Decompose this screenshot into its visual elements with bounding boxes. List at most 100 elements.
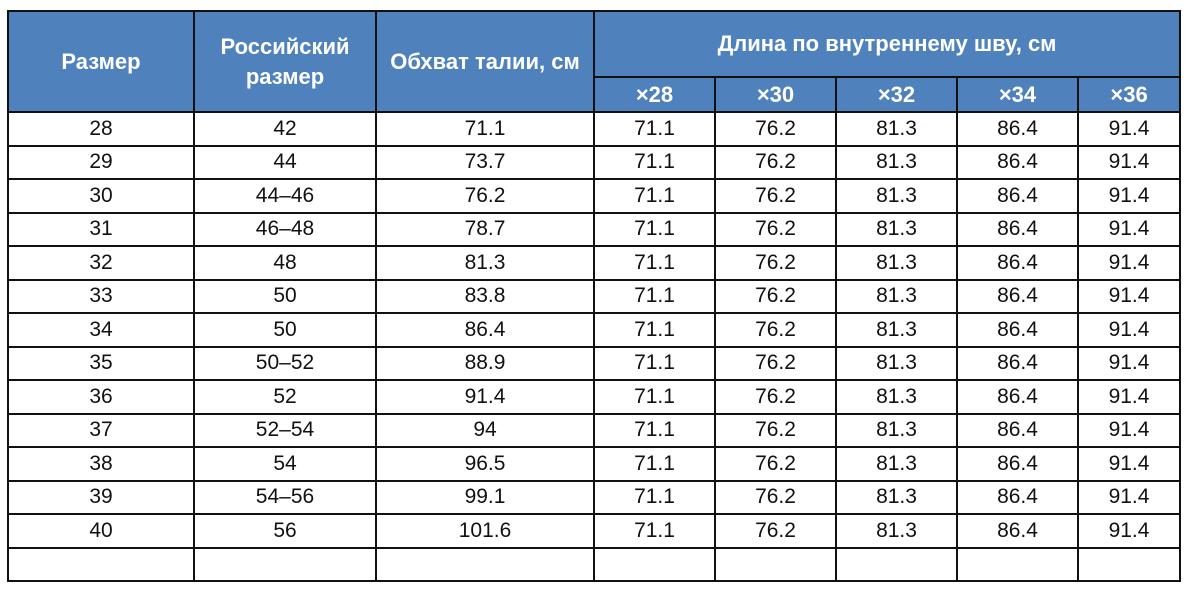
table-cell: 86.4 bbox=[956, 312, 1079, 348]
table-row: 31 46–48 78.7 71.1 76.2 81.3 86.4 91.4 bbox=[7, 211, 1182, 247]
table-cell: 76.2 bbox=[714, 211, 837, 247]
table-row bbox=[7, 546, 1182, 582]
table-cell: 76.2 bbox=[714, 513, 837, 549]
table-row: 36 52 91.4 71.1 76.2 81.3 86.4 91.4 bbox=[7, 379, 1182, 415]
table-cell: 86.4 bbox=[956, 379, 1079, 415]
table-cell: 71.1 bbox=[593, 178, 716, 214]
header-inseam-32: ×32 bbox=[835, 76, 958, 113]
table-cell: 81.3 bbox=[375, 245, 595, 281]
table-cell: 32 bbox=[7, 245, 195, 281]
table-row: 30 44–46 76.2 71.1 76.2 81.3 86.4 91.4 bbox=[7, 178, 1182, 214]
table-cell: 76.2 bbox=[714, 312, 837, 348]
table-cell: 86.4 bbox=[956, 111, 1079, 147]
table-cell: 46–48 bbox=[193, 211, 377, 247]
table-cell: 76.2 bbox=[714, 412, 837, 448]
header-inseam: Длина по внутреннему шву, см bbox=[592, 10, 1182, 78]
table-cell: 37 bbox=[7, 412, 195, 448]
header-inseam-34: ×34 bbox=[956, 76, 1079, 113]
table-cell: 71.1 bbox=[593, 144, 716, 180]
table-cell: 28 bbox=[7, 111, 195, 147]
table-cell: 76.2 bbox=[714, 278, 837, 314]
table-cell: 86.4 bbox=[956, 446, 1079, 482]
table-cell: 50 bbox=[193, 312, 377, 348]
table-cell: 81.3 bbox=[835, 446, 958, 482]
table-cell: 78.7 bbox=[375, 211, 595, 247]
table-row: 39 54–56 99.1 71.1 76.2 81.3 86.4 91.4 bbox=[7, 479, 1182, 515]
header-size: Размер bbox=[7, 10, 195, 113]
table-cell: 91.4 bbox=[1076, 379, 1182, 415]
table-cell: 91.4 bbox=[1076, 513, 1182, 549]
table-cell: 76.2 bbox=[714, 178, 837, 214]
table-cell: 86.4 bbox=[956, 345, 1079, 381]
table-cell: 101.6 bbox=[375, 513, 595, 549]
table-cell bbox=[835, 546, 958, 582]
table-cell: 29 bbox=[7, 144, 195, 180]
header-inseam-36: ×36 bbox=[1076, 76, 1182, 113]
table-cell: 76.2 bbox=[714, 446, 837, 482]
table-cell: 76.2 bbox=[714, 144, 837, 180]
table-cell: 91.4 bbox=[1076, 211, 1182, 247]
table-cell: 94 bbox=[375, 412, 595, 448]
table-cell: 76.2 bbox=[714, 379, 837, 415]
header-inseam-28: ×28 bbox=[593, 76, 716, 113]
table-cell: 91.4 bbox=[1076, 178, 1182, 214]
table-cell: 99.1 bbox=[375, 479, 595, 515]
header-inseam-30: ×30 bbox=[714, 76, 837, 113]
table-cell: 44–46 bbox=[193, 178, 377, 214]
table-cell: 81.3 bbox=[835, 379, 958, 415]
table-cell: 81.3 bbox=[835, 345, 958, 381]
table-row: 32 48 81.3 71.1 76.2 81.3 86.4 91.4 bbox=[7, 245, 1182, 281]
table-cell: 86.4 bbox=[956, 412, 1079, 448]
table-cell bbox=[7, 546, 195, 582]
table-cell: 33 bbox=[7, 278, 195, 314]
table-cell: 81.3 bbox=[835, 513, 958, 549]
table-cell: 71.1 bbox=[593, 278, 716, 314]
table-cell: 54–56 bbox=[193, 479, 377, 515]
table-cell: 83.8 bbox=[375, 278, 595, 314]
table-cell: 54 bbox=[193, 446, 377, 482]
table-cell: 44 bbox=[193, 144, 377, 180]
table-cell: 76.2 bbox=[714, 111, 837, 147]
table-cell: 88.9 bbox=[375, 345, 595, 381]
table-cell: 71.1 bbox=[593, 111, 716, 147]
table-cell: 71.1 bbox=[593, 211, 716, 247]
table-cell: 35 bbox=[7, 345, 195, 381]
table-row: 40 56 101.6 71.1 76.2 81.3 86.4 91.4 bbox=[7, 513, 1182, 549]
table-cell bbox=[593, 546, 716, 582]
table-cell: 96.5 bbox=[375, 446, 595, 482]
table-cell: 42 bbox=[193, 111, 377, 147]
table-cell: 76.2 bbox=[375, 178, 595, 214]
size-chart-table: Размер Российский размер Обхват талии, с… bbox=[7, 10, 1182, 582]
table-row: 28 42 71.1 71.1 76.2 81.3 86.4 91.4 bbox=[7, 111, 1182, 147]
table-cell: 50–52 bbox=[193, 345, 377, 381]
table-cell: 71.1 bbox=[593, 412, 716, 448]
table-cell: 86.4 bbox=[956, 245, 1079, 281]
table-body: 28 42 71.1 71.1 76.2 81.3 86.4 91.4 29 44 73.7 71.1… bbox=[7, 111, 1182, 582]
table-cell: 31 bbox=[7, 211, 195, 247]
table-row: 38 54 96.5 71.1 76.2 81.3 86.4 91.4 bbox=[7, 446, 1182, 482]
header-russian-size: Российский размер bbox=[193, 10, 377, 113]
table-cell: 81.3 bbox=[835, 412, 958, 448]
table-cell bbox=[1076, 546, 1182, 582]
table-cell: 71.1 bbox=[593, 345, 716, 381]
table-cell: 91.4 bbox=[1076, 412, 1182, 448]
table-cell: 71.1 bbox=[593, 245, 716, 281]
table-cell: 91.4 bbox=[1076, 312, 1182, 348]
table-cell: 71.1 bbox=[375, 111, 595, 147]
table-cell bbox=[714, 546, 837, 582]
table-cell: 86.4 bbox=[956, 479, 1079, 515]
table-cell: 48 bbox=[193, 245, 377, 281]
table-cell: 76.2 bbox=[714, 479, 837, 515]
table-cell: 91.4 bbox=[375, 379, 595, 415]
table-cell: 81.3 bbox=[835, 178, 958, 214]
table-row: 34 50 86.4 71.1 76.2 81.3 86.4 91.4 bbox=[7, 312, 1182, 348]
table-cell: 91.4 bbox=[1076, 245, 1182, 281]
table-row: 33 50 83.8 71.1 76.2 81.3 86.4 91.4 bbox=[7, 278, 1182, 314]
table-cell: 76.2 bbox=[714, 345, 837, 381]
table-cell: 81.3 bbox=[835, 211, 958, 247]
table-cell: 36 bbox=[7, 379, 195, 415]
table-cell: 81.3 bbox=[835, 111, 958, 147]
table-cell: 81.3 bbox=[835, 479, 958, 515]
table-cell: 38 bbox=[7, 446, 195, 482]
table-cell: 71.1 bbox=[593, 446, 716, 482]
